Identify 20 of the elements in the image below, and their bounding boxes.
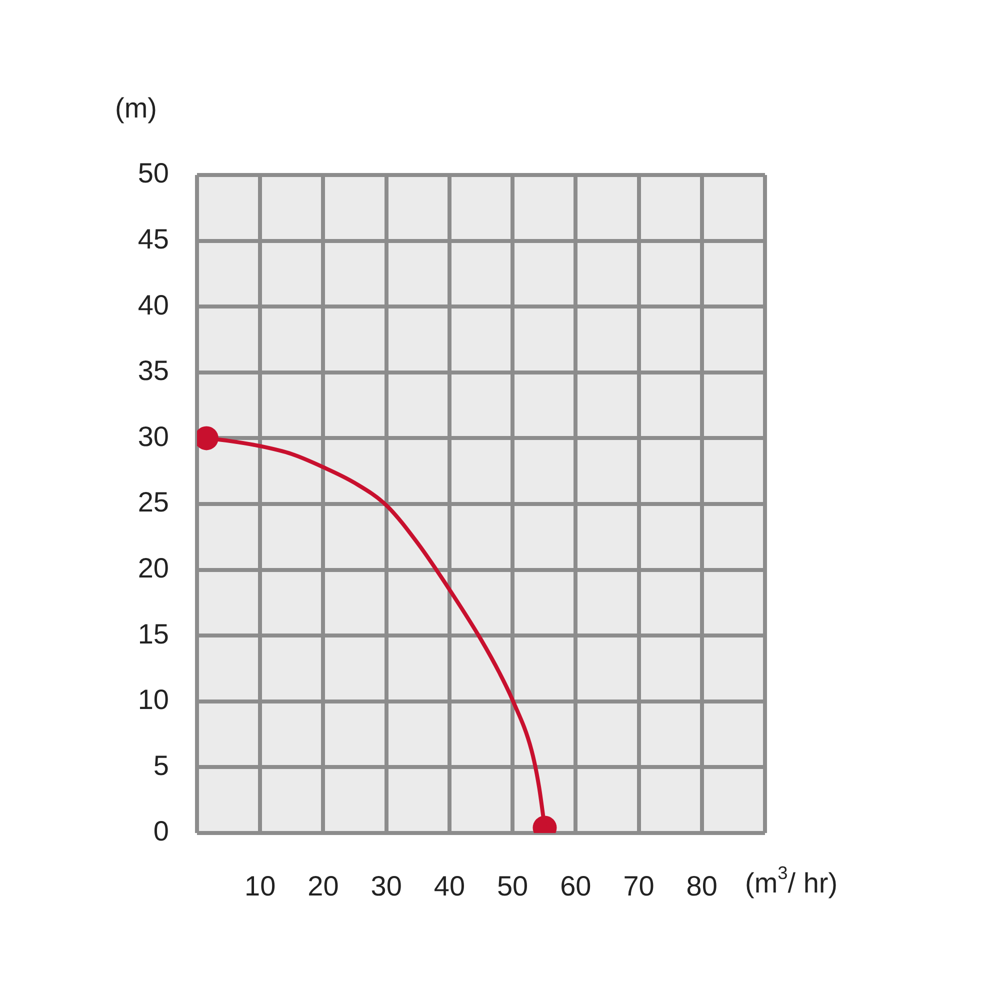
y-tick-label: 50 [138, 158, 169, 189]
x-tick-label: 20 [308, 870, 339, 902]
y-axis-title: (m) [115, 92, 157, 124]
y-tick-label: 5 [153, 750, 169, 781]
y-tick-label: 40 [138, 289, 169, 320]
y-tick-label: 45 [138, 224, 169, 255]
x-tick-label: 10 [244, 870, 276, 902]
y-tick-label: 30 [138, 420, 169, 452]
x-tick-label: 60 [560, 870, 592, 902]
x-tick-label: 40 [434, 870, 466, 902]
x-tick-label: 80 [686, 870, 718, 902]
y-tick-label: 25 [138, 486, 169, 518]
y-tick-label: 15 [138, 618, 169, 650]
y-tick-label: 0 [153, 816, 169, 847]
y-tick-label: 20 [138, 552, 169, 584]
y-tick-label: 10 [138, 684, 169, 716]
x-tick-label: 70 [623, 870, 654, 902]
x-tick-label: 30 [370, 870, 402, 902]
x-tick-label: 50 [496, 870, 528, 902]
y-tick-label: 35 [138, 355, 169, 386]
